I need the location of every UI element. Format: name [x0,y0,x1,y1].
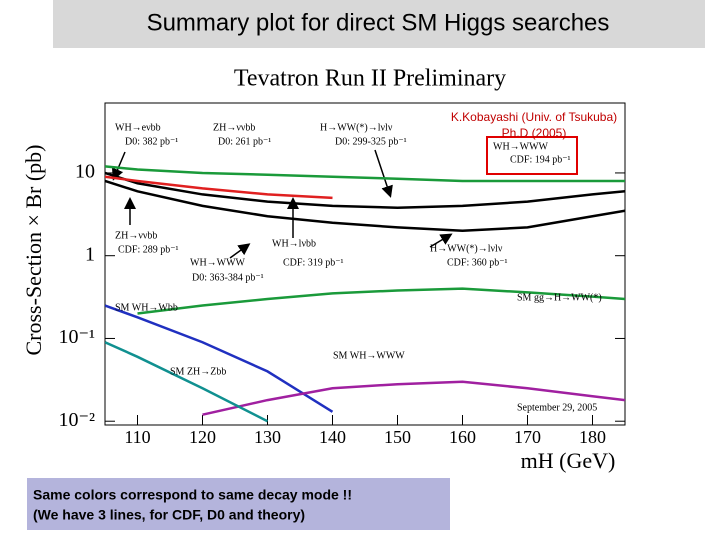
annotation: CDF: 360 pb⁻¹ [447,257,508,268]
annotation: Ph.D (2005) [502,126,567,140]
annotation: CDF: 319 pb⁻¹ [283,257,344,268]
y-axis-label: Cross-Section × Br (pb) [21,145,46,356]
series-line [105,171,625,209]
plot-area [105,165,625,423]
annotation: WH→WWW [493,141,549,152]
x-tick-label: 170 [514,427,541,447]
x-tick-label: 110 [124,427,150,447]
annotation: ZH→ννbb [115,230,157,241]
series-line [105,165,625,183]
annotation: WH→lνbb [272,238,316,249]
annotation: K.Kobayashi (Univ. of Tsukuba) [451,110,617,124]
annotation: WH→WWW [190,257,246,268]
annotation: SM ZH→Zbb [170,366,226,377]
y-tick-label: 10⁻¹ [58,326,95,348]
annotation: WH→eνbb [115,122,161,133]
annotation: ZH→ννbb [213,122,255,133]
series-line [105,179,625,233]
y-tick-label: 1 [85,243,95,265]
annotation: H→WW(*)→lνlν [320,122,393,133]
x-tick-label: 160 [449,427,476,447]
x-tick-label: 140 [319,427,346,447]
series-line [202,380,625,416]
annotation: D0: 363-384 pb⁻¹ [192,272,264,283]
title-box [53,0,705,48]
annotation: SM WH→Wbb [115,302,178,313]
series-line [105,304,334,413]
y-tick-label: 10 [75,161,95,183]
annotation: H→WW(*)→lνlν [430,243,503,254]
annotation: CDF: 194 pb⁻¹ [510,154,571,165]
plot-title: Tevatron Run II Preliminary [234,66,506,92]
y-tick-label: 10⁻² [58,409,95,431]
plot-frame [104,102,626,426]
note-line: Same colors correspond to same decay mod… [33,487,352,503]
note-line: (We have 3 lines, for CDF, D0 and theory… [33,507,305,523]
annotation: SM gg→H→WW(*) [517,292,602,303]
annotation: D0: 382 pb⁻¹ [125,136,178,147]
x-tick-label: 130 [254,427,281,447]
series-line [137,287,625,315]
x-tick-label: 180 [579,427,606,447]
x-axis-label: mH (GeV) [521,448,616,473]
annotation: CDF: 289 pb⁻¹ [118,244,179,255]
annotation: D0: 261 pb⁻¹ [218,136,271,147]
highlight-box [486,136,578,175]
annotation: September 29, 2005 [517,402,597,413]
annotation: D0: 299-325 pb⁻¹ [335,136,407,147]
slide-title: Summary plot for direct SM Higgs searche… [147,9,610,36]
series-line [105,175,333,200]
annotation: SM WH→WWW [333,350,405,361]
note-box [27,478,450,530]
x-tick-label: 150 [384,427,411,447]
x-tick-label: 120 [189,427,216,447]
series-line [105,341,269,423]
